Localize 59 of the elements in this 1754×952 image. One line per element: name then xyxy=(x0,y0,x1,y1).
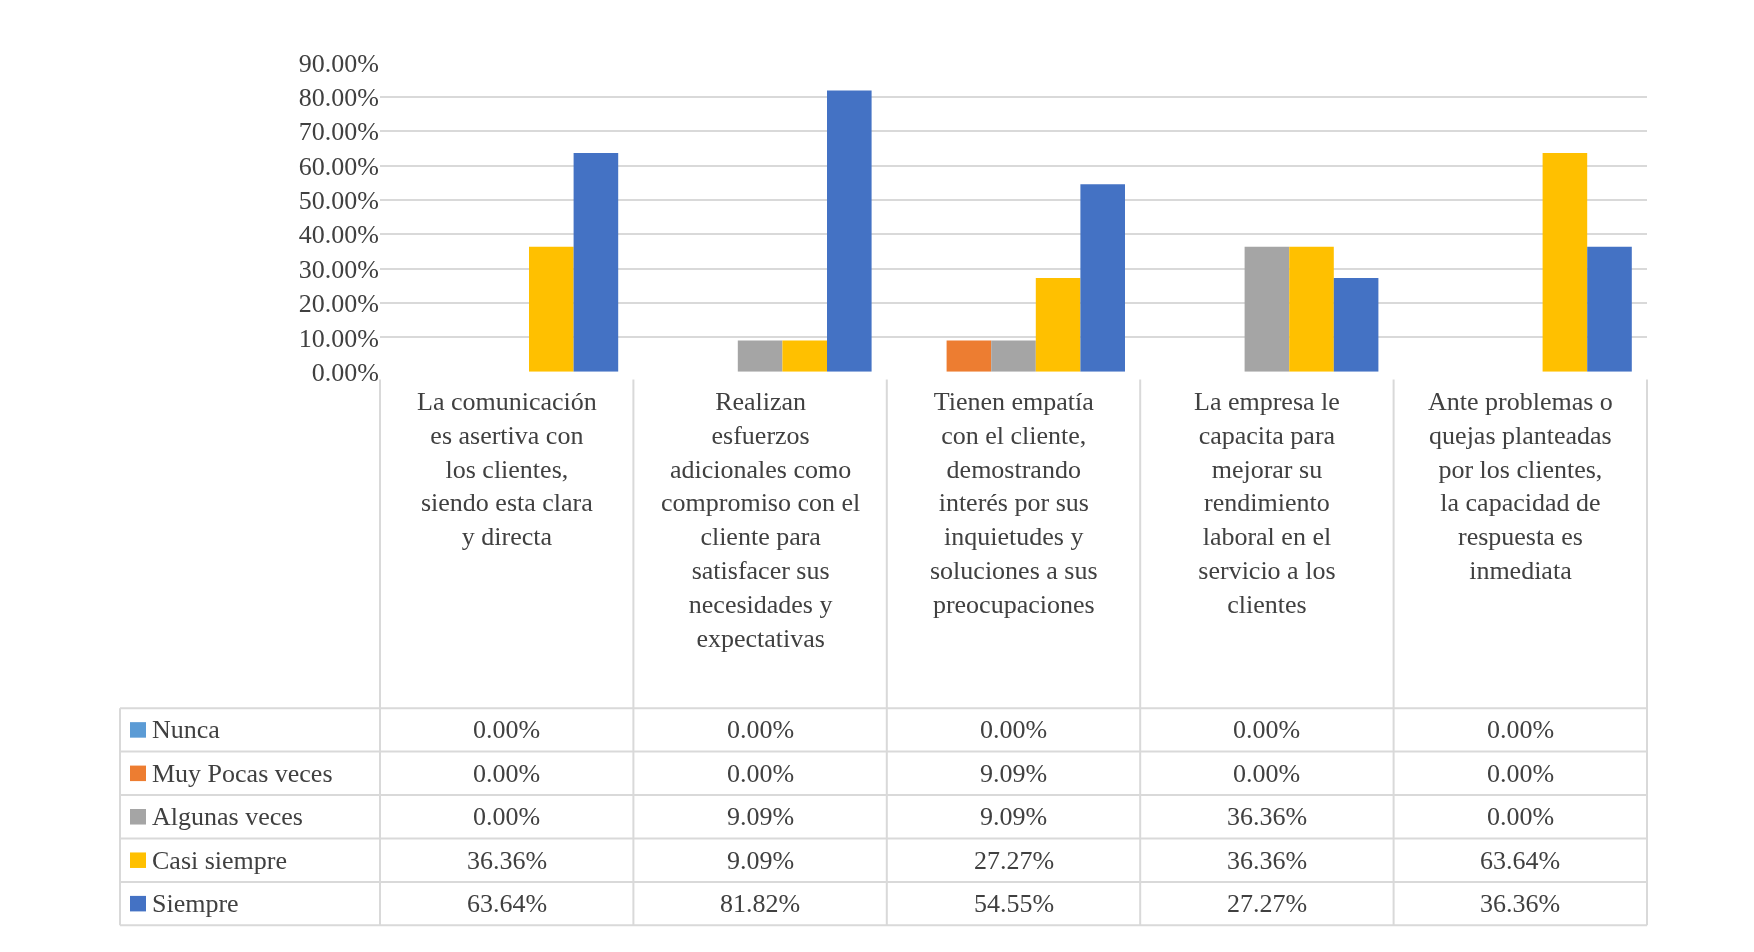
legend-label: Siempre xyxy=(152,889,239,918)
x-tick-label: Tienen empatía con el cliente, demostrando interés por sus inquietudes y soluciones a sus preocupaciones xyxy=(930,387,1098,619)
y-tick-label: 60.00% xyxy=(298,151,379,181)
bar xyxy=(1080,184,1125,372)
data-label: 54.55% xyxy=(974,889,1055,918)
data-label: 9.09% xyxy=(727,802,795,831)
data-label: 0.00% xyxy=(1487,802,1555,831)
y-tick-label: 30.00% xyxy=(298,254,379,284)
legend-label: Nunca xyxy=(152,715,221,744)
legend-label: Muy Pocas veces xyxy=(152,759,333,788)
data-label: 0.00% xyxy=(980,715,1048,744)
bar xyxy=(991,340,1036,372)
data-label: 36.36% xyxy=(467,846,548,875)
y-tick-label: 70.00% xyxy=(298,117,379,147)
data-label: 9.09% xyxy=(980,759,1048,788)
bar xyxy=(782,340,827,372)
data-label: 9.09% xyxy=(980,802,1048,831)
data-label: 0.00% xyxy=(1233,715,1301,744)
data-label: 63.64% xyxy=(1480,846,1561,875)
bar xyxy=(529,246,574,372)
data-label: 0.00% xyxy=(473,802,541,831)
data-label: 36.36% xyxy=(1227,846,1308,875)
data-label: 0.00% xyxy=(473,759,541,788)
x-tick-label: Realizan esfuerzos adicionales como compromiso con el cliente para satisfacer sus necesidades y expectativas xyxy=(661,387,861,653)
bar xyxy=(1587,246,1632,372)
y-tick-label: 50.00% xyxy=(298,186,379,216)
y-tick-label: 40.00% xyxy=(298,220,379,250)
data-label: 0.00% xyxy=(1233,759,1301,788)
data-label: 0.00% xyxy=(1487,715,1555,744)
y-tick-label: 20.00% xyxy=(298,289,379,319)
data-label: 0.00% xyxy=(727,759,795,788)
bar xyxy=(946,340,992,372)
legend-label: Casi siempre xyxy=(152,846,288,875)
data-label: 0.00% xyxy=(1487,759,1555,788)
data-label: 36.36% xyxy=(1480,889,1561,918)
bar xyxy=(1289,246,1334,372)
x-tick-label: La comunicación es asertiva con los clientes, siendo esta clara y directa xyxy=(417,387,597,552)
legend-label: Algunas veces xyxy=(152,802,303,831)
data-label: 27.27% xyxy=(1227,889,1308,918)
y-tick-label: 80.00% xyxy=(298,82,379,112)
data-label: 81.82% xyxy=(720,889,801,918)
x-tick-label: Ante problemas o quejas planteadas por los clientes, la capacidad de respuesta es inmediata xyxy=(1428,387,1613,585)
bar xyxy=(827,90,872,372)
y-tick-label: 0.00% xyxy=(311,357,379,387)
data-label: 9.09% xyxy=(727,846,795,875)
data-label: 0.00% xyxy=(473,715,541,744)
data-label: 27.27% xyxy=(974,846,1055,875)
bar xyxy=(573,153,619,372)
data-label: 36.36% xyxy=(1227,802,1308,831)
x-tick-label: La empresa le capacita para mejorar su rendimiento laboral en el servicio a los clientes xyxy=(1194,387,1340,619)
bar xyxy=(1035,278,1081,372)
bar xyxy=(1333,278,1379,372)
y-tick-label: 90.00% xyxy=(298,48,379,78)
y-tick-label: 10.00% xyxy=(298,323,379,353)
bar xyxy=(1542,153,1588,372)
bar xyxy=(1244,246,1290,372)
data-label: 63.64% xyxy=(467,889,548,918)
data-label: 0.00% xyxy=(727,715,795,744)
bar xyxy=(737,340,783,372)
